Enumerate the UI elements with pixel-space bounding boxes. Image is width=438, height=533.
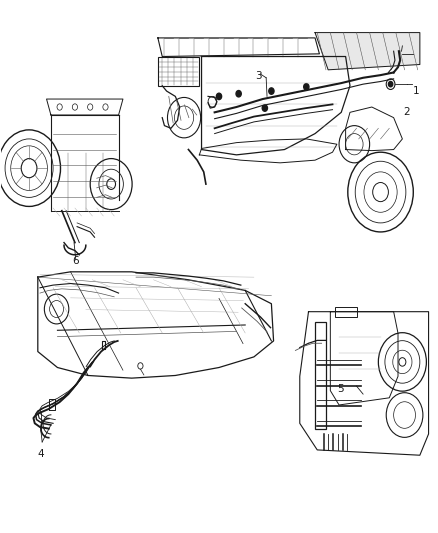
Text: 4: 4 xyxy=(38,449,44,458)
Text: 5: 5 xyxy=(337,384,344,394)
Circle shape xyxy=(216,93,222,100)
Text: 1: 1 xyxy=(413,86,419,96)
Circle shape xyxy=(269,88,274,94)
Polygon shape xyxy=(315,33,420,70)
Text: 6: 6 xyxy=(72,256,79,266)
Circle shape xyxy=(262,105,268,111)
Bar xyxy=(315,322,326,429)
Circle shape xyxy=(304,84,309,90)
Text: 2: 2 xyxy=(403,107,410,117)
Bar xyxy=(158,56,199,86)
Bar xyxy=(335,308,357,317)
Circle shape xyxy=(236,91,241,97)
Text: 3: 3 xyxy=(255,71,261,81)
Circle shape xyxy=(389,82,393,87)
